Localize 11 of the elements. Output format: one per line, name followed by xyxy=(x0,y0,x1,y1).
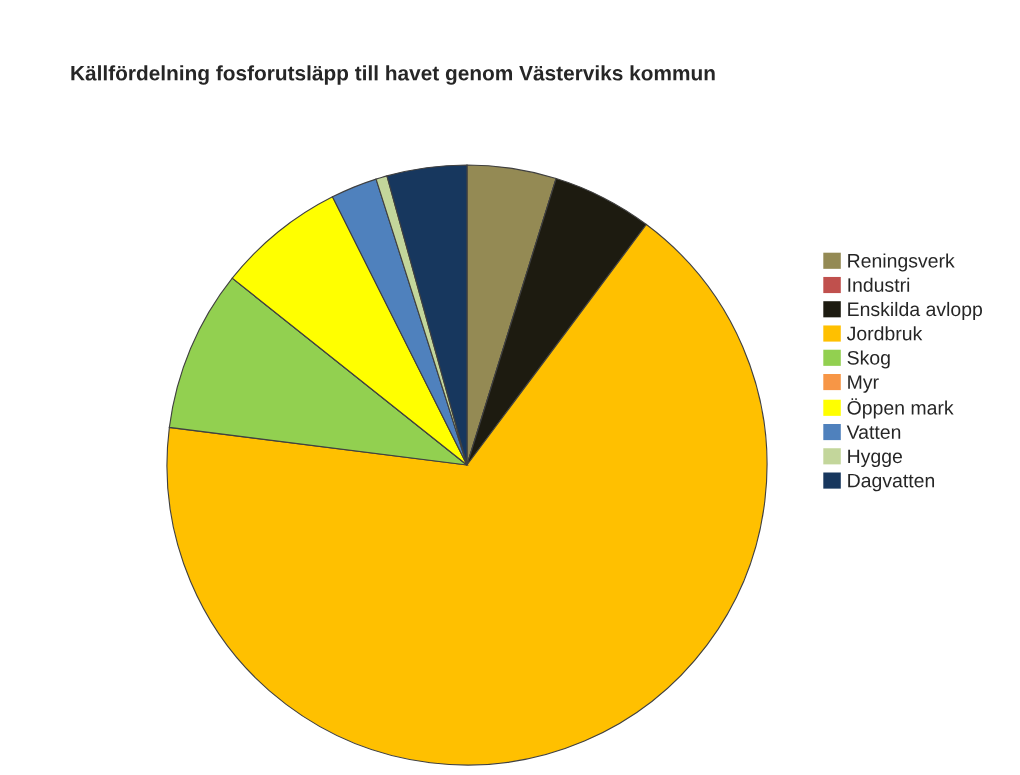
legend-label: Myr xyxy=(848,375,879,393)
legend-label: Hygge xyxy=(848,449,902,468)
legend-label: Reningsverk xyxy=(848,253,955,272)
legend-label: Vatten xyxy=(846,425,901,439)
legend-label: Skog xyxy=(847,350,890,369)
legend-label: Dagvatten xyxy=(848,473,935,492)
chart-title: Källfördelning fosforutsläpp till havet genom Västerviks kommun xyxy=(71,65,715,85)
legend-label: Enskilda avlopp xyxy=(848,301,983,321)
legend-label: Jordbruk xyxy=(846,326,923,341)
legend-label: Öppen mark xyxy=(847,398,954,419)
legend-label: Industri xyxy=(848,277,910,292)
